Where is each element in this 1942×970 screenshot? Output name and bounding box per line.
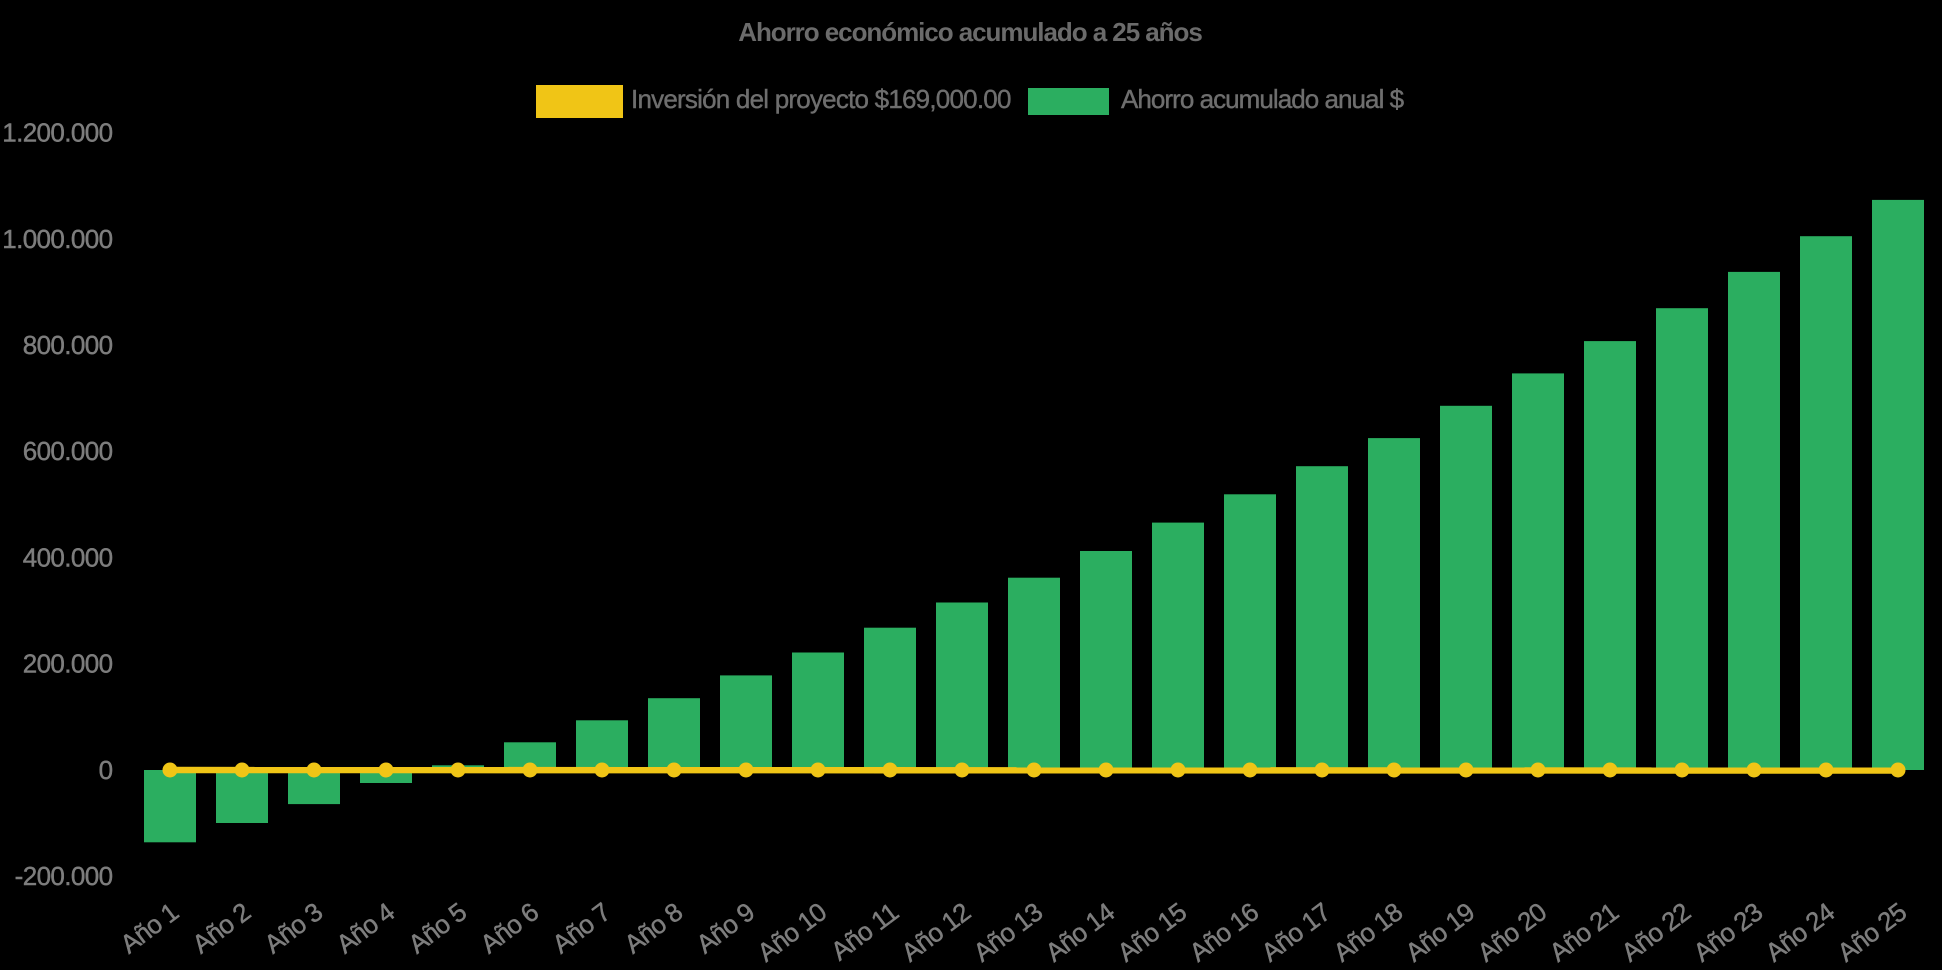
svg-text:400.000: 400.000 bbox=[23, 542, 113, 572]
svg-text:1.000.000: 1.000.000 bbox=[2, 224, 112, 254]
svg-text:1.200.000: 1.200.000 bbox=[2, 118, 112, 148]
svg-text:Inversión del proyecto $169,00: Inversión del proyecto $169,000.00 bbox=[631, 84, 1011, 114]
svg-text:600.000: 600.000 bbox=[23, 436, 113, 466]
svg-text:0: 0 bbox=[99, 755, 113, 785]
svg-text:Ahorro económico acumulado a 2: Ahorro económico acumulado a 25 años bbox=[738, 17, 1202, 47]
svg-text:200.000: 200.000 bbox=[23, 649, 113, 679]
svg-text:Ahorro acumulado anual $: Ahorro acumulado anual $ bbox=[1121, 84, 1405, 114]
svg-text:-200.000: -200.000 bbox=[15, 861, 113, 891]
svg-text:800.000: 800.000 bbox=[23, 330, 113, 360]
